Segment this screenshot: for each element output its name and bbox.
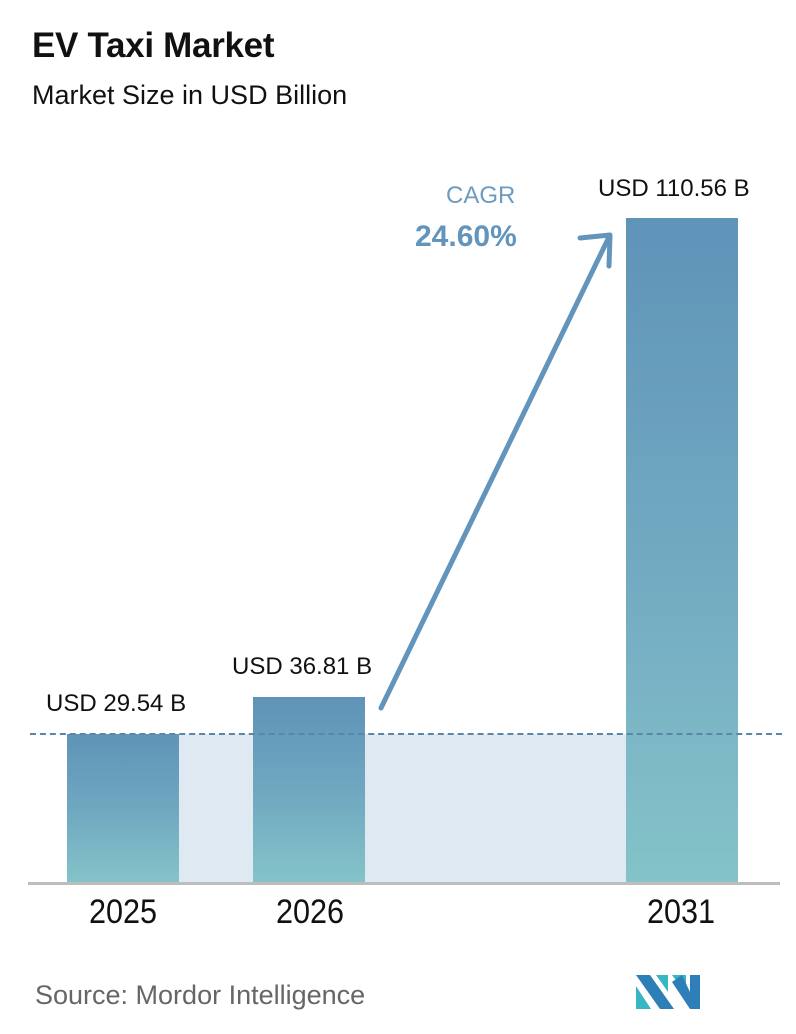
mordor-intelligence-logo-icon xyxy=(636,975,700,1009)
value-label-2026: USD 36.81 B xyxy=(232,653,373,680)
x-label-2026: 2026 xyxy=(275,893,345,931)
x-axis-baseline xyxy=(28,882,780,885)
cagr-label: CAGR xyxy=(446,182,516,209)
bar-2025 xyxy=(67,734,179,882)
chart-title: EV Taxi Market xyxy=(32,26,275,65)
reference-dashed-line xyxy=(30,733,782,735)
x-label-2025: 2025 xyxy=(88,893,158,931)
source-text: Source: Mordor Intelligence xyxy=(35,980,366,1010)
cagr-value: 24.60% xyxy=(415,220,517,253)
bar-2031 xyxy=(626,218,738,882)
value-label-2031: USD 110.56 B xyxy=(598,175,750,202)
shaded-region xyxy=(179,734,626,882)
value-label-2025: USD 29.54 B xyxy=(46,690,187,717)
chart-subtitle: Market Size in USD Billion xyxy=(32,80,348,110)
bar-2026 xyxy=(253,697,365,882)
x-label-2031: 2031 xyxy=(646,893,716,931)
